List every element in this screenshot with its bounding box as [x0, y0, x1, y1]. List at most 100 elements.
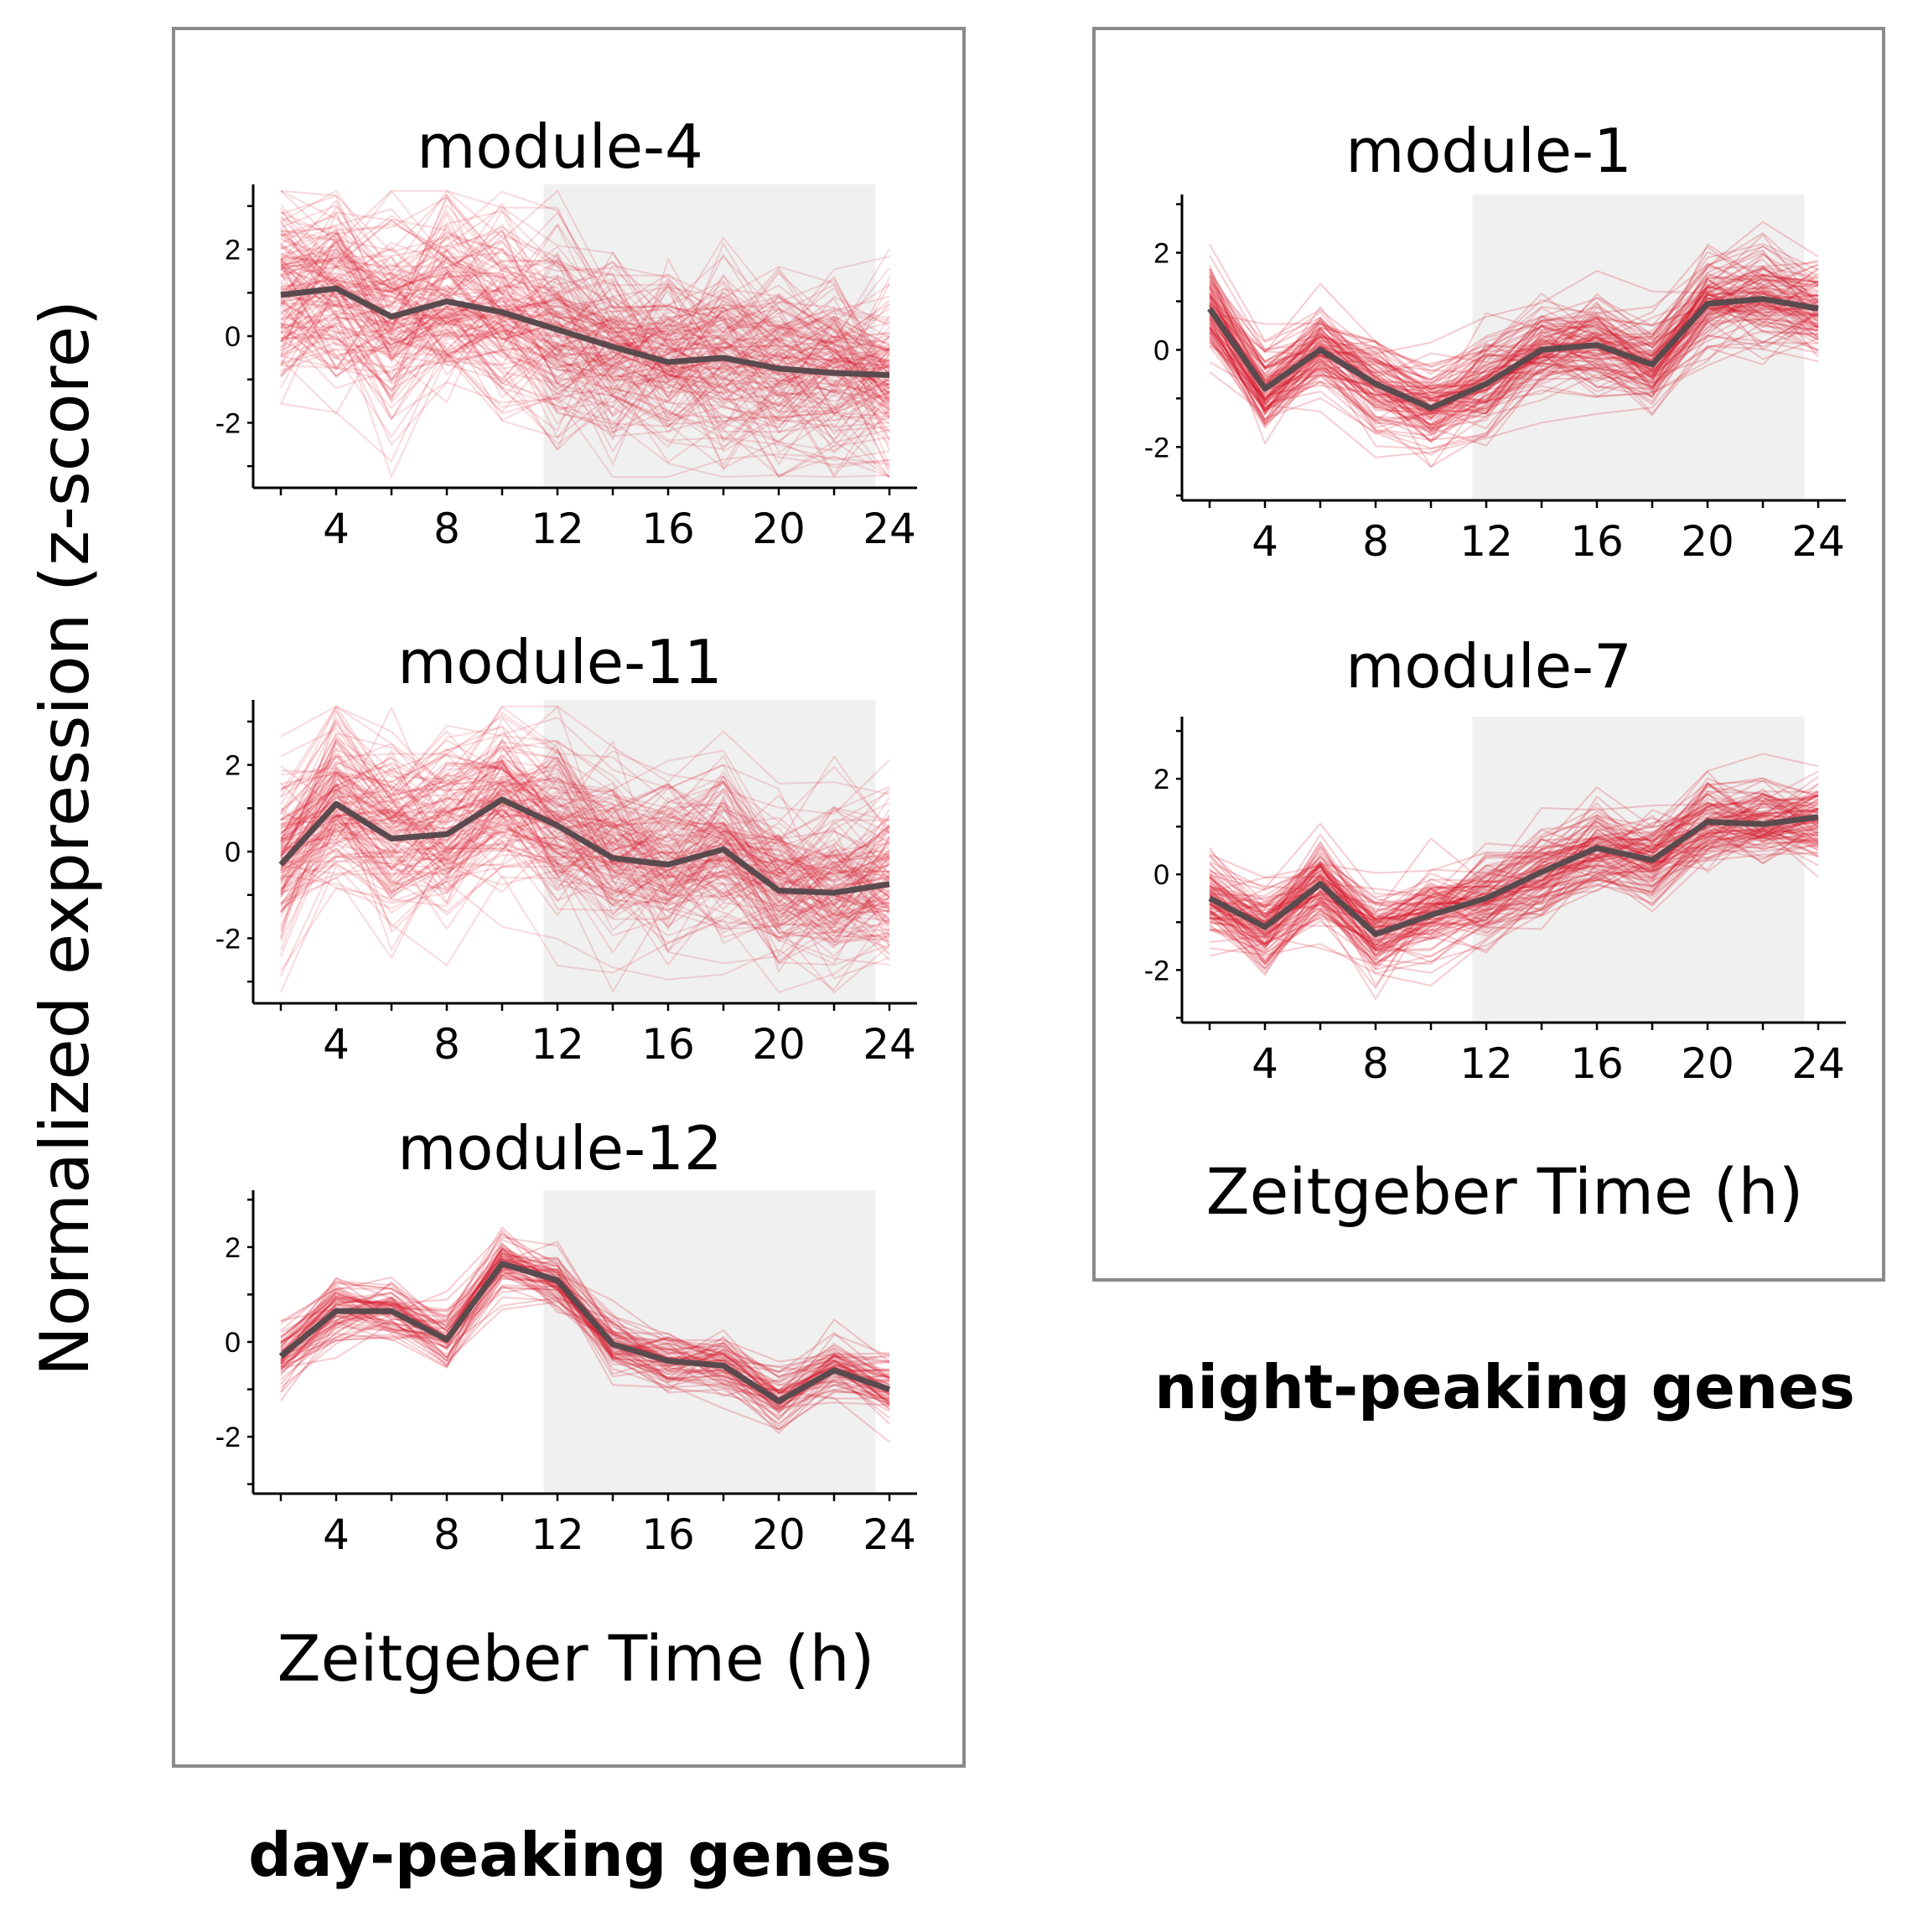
gene-line	[1209, 826, 1819, 961]
gene-line	[280, 287, 890, 415]
gene-line	[280, 225, 890, 434]
gene-line	[1209, 782, 1819, 927]
gene-line	[280, 754, 890, 892]
y-tick-label: -2	[1144, 955, 1169, 987]
gene-line	[1209, 777, 1819, 932]
mean-line	[1207, 296, 1819, 412]
gene-line	[280, 228, 890, 378]
gene-line	[1209, 786, 1819, 926]
gene-line	[1209, 259, 1819, 402]
gene-line	[280, 795, 890, 942]
gene-line	[1209, 834, 1819, 964]
gene-line	[1209, 816, 1819, 970]
gene-line	[280, 246, 890, 453]
gene-line	[280, 282, 890, 396]
gene-line	[280, 785, 890, 976]
gene-line	[280, 788, 890, 933]
gene-line	[1209, 836, 1819, 962]
gene-line	[280, 769, 890, 963]
panel-title: module-11	[397, 627, 722, 697]
gene-line	[1209, 262, 1819, 417]
gene-line	[280, 792, 890, 928]
gene-line	[1209, 801, 1819, 920]
gene-line	[280, 776, 890, 940]
gene-line	[280, 232, 890, 376]
day-x-axis-label: Zeitgeber Time (h)	[277, 1621, 875, 1696]
gene-line	[280, 287, 890, 464]
gene-line	[1209, 304, 1819, 443]
gene-line	[280, 272, 890, 430]
gene-line	[1209, 318, 1819, 437]
gene-line	[1209, 324, 1819, 432]
gene-line	[1209, 791, 1819, 965]
panel-title: module-1	[1345, 116, 1632, 186]
gene-line	[280, 772, 890, 940]
gene-line	[280, 210, 890, 327]
gene-line	[280, 189, 890, 373]
gene-line	[280, 724, 890, 868]
y-tick-label: 0	[225, 837, 241, 868]
gene-line	[1209, 790, 1819, 938]
gene-line	[280, 252, 890, 401]
gene-line	[1209, 825, 1819, 989]
gene-line	[1209, 273, 1819, 416]
gene-line	[280, 705, 890, 795]
gene-line	[280, 220, 890, 376]
gene-line	[280, 800, 890, 933]
gene-line	[280, 807, 890, 945]
gene-line	[1209, 823, 1819, 940]
gene-line	[1209, 282, 1819, 412]
gene-line	[1209, 798, 1819, 962]
gene-line	[280, 706, 890, 869]
gene-line	[280, 739, 890, 860]
gene-line	[280, 274, 890, 395]
gene-line	[280, 755, 890, 926]
x-tick-label: 8	[433, 505, 460, 553]
gene-line	[280, 802, 890, 944]
gene-line	[1209, 795, 1819, 934]
gene-line	[1209, 821, 1819, 966]
gene-line	[280, 777, 890, 913]
gene-line	[280, 1271, 890, 1434]
gene-line	[280, 748, 890, 882]
gene-line	[280, 846, 890, 954]
gene-line	[1209, 828, 1819, 965]
gene-line	[1209, 815, 1819, 928]
gene-line	[1209, 244, 1819, 355]
gene-line	[1209, 280, 1819, 387]
gene-line	[1209, 318, 1819, 426]
gene-line	[280, 272, 890, 413]
y-tick-label: 2	[1153, 764, 1169, 795]
gene-line	[1209, 316, 1819, 458]
gene-line	[280, 294, 890, 422]
gene-line	[280, 204, 890, 344]
gene-line	[1209, 287, 1819, 400]
gene-line	[280, 1287, 890, 1443]
gene-line	[1209, 305, 1819, 406]
gene-line	[1209, 832, 1819, 929]
gene-line	[280, 778, 890, 929]
gene-line	[280, 231, 890, 370]
gene-line	[280, 260, 890, 414]
gene-line	[280, 827, 890, 938]
gene-line	[1209, 293, 1819, 426]
gene-line	[280, 251, 890, 372]
gene-line	[280, 236, 890, 353]
gene-line	[280, 741, 890, 922]
panel-title: module-4	[417, 111, 703, 182]
gene-line	[1209, 794, 1819, 924]
gene-line	[280, 726, 890, 876]
gene-line	[1209, 793, 1819, 938]
gene-line	[280, 705, 890, 845]
gene-line	[1209, 279, 1819, 389]
gene-line	[280, 189, 890, 342]
gene-line	[1209, 304, 1819, 407]
gene-line	[280, 233, 890, 404]
gene-line	[280, 302, 890, 402]
gene-line	[1209, 794, 1819, 937]
gene-line	[280, 240, 890, 384]
gene-line	[280, 341, 890, 479]
gene-line	[280, 328, 890, 441]
gene-line	[280, 300, 890, 450]
gene-line	[1209, 807, 1819, 953]
